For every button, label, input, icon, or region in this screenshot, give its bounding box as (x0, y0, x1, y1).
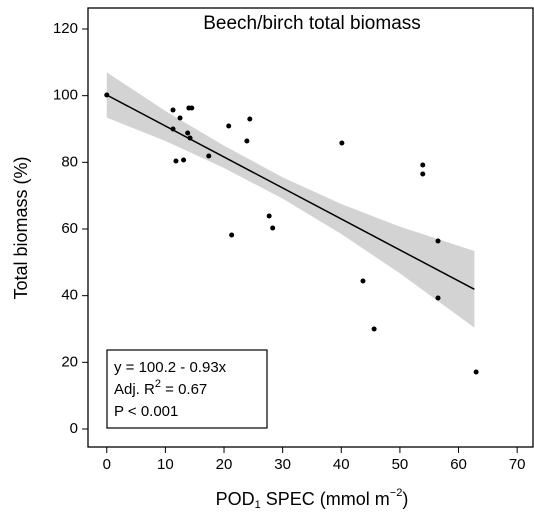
y-tick-label: 60 (61, 220, 78, 237)
x-tick-label: 50 (392, 456, 409, 473)
data-point (371, 326, 377, 332)
confidence-band (106, 72, 475, 328)
x-tick-label: 20 (216, 456, 233, 473)
annotation-box (106, 349, 268, 429)
data-point (226, 123, 232, 129)
y-tick-label: 20 (61, 353, 78, 370)
fit-line (106, 94, 475, 290)
y-tick-label: 80 (61, 153, 78, 170)
y-tick-label: 120 (53, 20, 78, 37)
x-tick-label: 30 (274, 456, 291, 473)
data-point (170, 126, 176, 132)
annotation-part: Adj. R (114, 381, 155, 398)
data-point (339, 140, 345, 146)
x-tick-label: 0 (103, 456, 111, 473)
x-tick-label: 40 (333, 456, 350, 473)
x-label-part: ) (402, 489, 408, 509)
x-label-sub: 1 (255, 499, 261, 511)
data-point (244, 138, 250, 144)
data-point (360, 278, 366, 284)
data-point (181, 157, 187, 163)
data-point (173, 158, 179, 164)
data-point (170, 107, 176, 113)
annotation-line: y = 100.2 - 0.93x (114, 359, 227, 376)
annotation-sup: 2 (155, 378, 161, 390)
y-tick-label: 40 (61, 287, 78, 304)
x-label-part: SPEC (mmol m (261, 489, 390, 509)
annotation-part: P < 0.001 (114, 403, 178, 420)
data-point (435, 295, 441, 301)
x-tick-label: 70 (509, 456, 526, 473)
data-point (266, 213, 272, 219)
annotation-line: Adj. R2 = 0.67 (114, 378, 207, 398)
data-point (185, 130, 191, 136)
y-axis-label: Total biomass (%) (11, 156, 31, 299)
chart-title: Beech/birch total biomass (203, 13, 421, 34)
annotation-part: y = 100.2 - 0.93x (114, 359, 227, 376)
data-point (187, 135, 193, 141)
data-point (247, 116, 253, 122)
data-point (229, 232, 235, 238)
data-point (420, 162, 426, 168)
y-tick-label: 0 (70, 420, 78, 437)
annotation-part: = 0.67 (161, 381, 207, 398)
data-point (189, 105, 195, 111)
data-point (104, 92, 110, 98)
x-axis-label: POD1 SPEC (mmol m−2) (216, 487, 409, 511)
data-point (206, 153, 212, 159)
data-point (473, 369, 479, 375)
x-tick-label: 10 (157, 456, 174, 473)
data-point (270, 225, 276, 231)
plot-frame (87, 7, 534, 448)
data-point (420, 171, 426, 177)
data-point (435, 238, 441, 244)
x-tick-label: 60 (450, 456, 467, 473)
x-label-sup: −2 (390, 487, 403, 499)
x-label-part: POD (216, 489, 255, 509)
annotation-line: P < 0.001 (114, 403, 178, 420)
y-tick-label: 100 (53, 87, 78, 104)
data-point (177, 115, 183, 121)
